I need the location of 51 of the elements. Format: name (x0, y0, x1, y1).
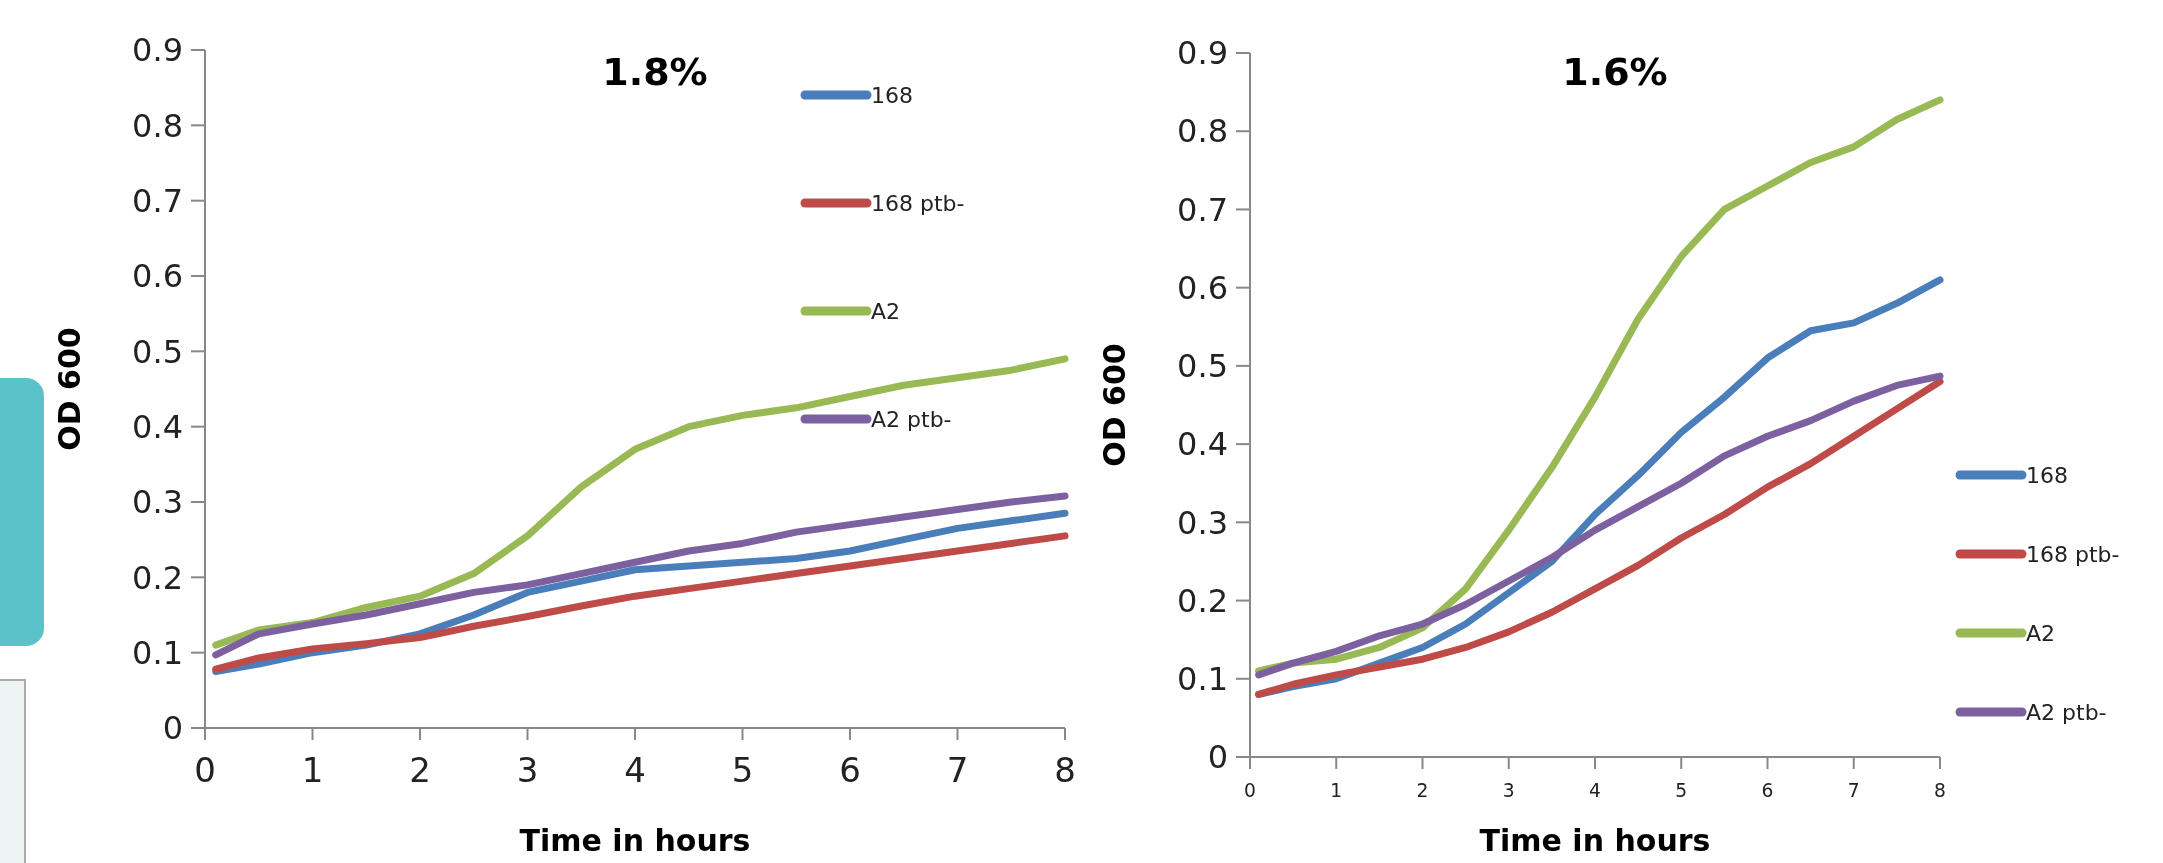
chart-title: 1.6% (1562, 50, 1668, 94)
x-tick-label: 5 (1675, 779, 1688, 801)
y-tick-label: 0.7 (1177, 190, 1228, 229)
x-tick-label: 2 (409, 750, 431, 790)
x-tick-label: 2 (1416, 779, 1429, 801)
legend-label: A2 ptb- (871, 406, 952, 432)
x-axis-title: Time in hours (519, 823, 751, 858)
x-tick-label: 3 (1502, 779, 1515, 801)
x-tick-label: 4 (1589, 779, 1601, 801)
y-tick-label: 0.8 (132, 106, 183, 145)
y-axis-title: OD 600 (52, 327, 87, 451)
x-tick-label: 7 (946, 750, 969, 790)
x-tick-label: 6 (1761, 779, 1774, 801)
y-tick-label: 0.7 (132, 181, 183, 220)
y-tick-label: 0.1 (1177, 659, 1228, 698)
x-tick-label: 1 (301, 750, 324, 790)
x-tick-label: 5 (731, 750, 754, 790)
x-axis-title: Time in hours (1479, 823, 1711, 858)
y-tick-label: 0.3 (132, 483, 183, 522)
legend-label: A2 ptb- (2026, 699, 2107, 725)
x-tick-label: 8 (1054, 750, 1076, 790)
x-tick-label: 8 (1934, 779, 1946, 801)
y-tick-label: 0.1 (132, 633, 183, 672)
legend-label: 168 ptb- (2026, 541, 2120, 567)
y-tick-label: 0.4 (1177, 425, 1228, 464)
x-tick-label: 3 (516, 750, 539, 790)
legend-label: 168 ptb- (871, 190, 965, 216)
y-tick-label: 0.3 (1177, 503, 1228, 542)
y-axis-title: OD 600 (1097, 343, 1132, 467)
y-tick-label: 0.6 (132, 257, 183, 296)
legend-label: A2 (871, 298, 901, 324)
y-tick-label: 0.5 (1177, 347, 1228, 386)
y-tick-label: 0 (162, 709, 183, 748)
legend-label: 168 (2026, 462, 2068, 488)
x-tick-label: 0 (1244, 779, 1256, 801)
x-tick-label: 6 (839, 750, 861, 790)
x-tick-label: 7 (1847, 779, 1860, 801)
y-tick-label: 0.5 (132, 332, 183, 371)
y-tick-label: 0.9 (132, 31, 183, 70)
chart-title: 1.8% (602, 50, 708, 94)
y-tick-label: 0.2 (132, 558, 183, 597)
y-tick-label: 0.6 (1177, 268, 1228, 307)
x-tick-label: 4 (624, 750, 646, 790)
legend-label: A2 (2026, 620, 2056, 646)
x-tick-label: 0 (194, 750, 216, 790)
legend-label: 168 (871, 82, 913, 108)
y-tick-label: 0.2 (1177, 581, 1228, 620)
y-tick-label: 0.4 (132, 407, 183, 446)
y-tick-label: 0.9 (1177, 34, 1228, 73)
x-tick-label: 1 (1330, 779, 1343, 801)
y-tick-label: 0.8 (1177, 112, 1228, 151)
